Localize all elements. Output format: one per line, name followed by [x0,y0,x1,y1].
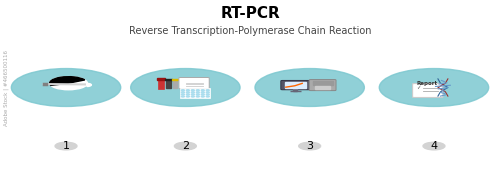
Circle shape [380,69,488,106]
Wedge shape [50,77,85,85]
Circle shape [50,77,88,90]
Circle shape [182,94,184,95]
Bar [416,90,420,92]
Text: RT-PCR: RT-PCR [220,6,280,21]
FancyBboxPatch shape [281,80,310,90]
Bar [314,86,330,89]
Text: 3: 3 [306,141,313,151]
Bar [312,82,332,85]
Circle shape [186,96,190,97]
Bar [294,89,297,91]
Bar [290,91,300,92]
Circle shape [196,94,200,95]
FancyBboxPatch shape [309,80,336,91]
Bar [158,80,164,89]
Circle shape [174,142,197,150]
Circle shape [196,96,200,97]
Circle shape [192,96,194,97]
Circle shape [206,90,209,91]
Circle shape [192,92,194,93]
Text: ✓: ✓ [416,85,421,90]
Circle shape [186,92,190,93]
Text: Report: Report [417,81,438,86]
Circle shape [298,142,320,150]
Circle shape [255,69,364,106]
Circle shape [202,94,204,95]
Bar [166,79,172,80]
Circle shape [186,94,190,95]
Circle shape [202,96,204,97]
Bar [166,80,171,88]
Bar [285,82,306,88]
Circle shape [12,69,120,106]
Circle shape [55,142,77,150]
Circle shape [182,96,184,97]
Bar [180,88,210,98]
Circle shape [182,90,184,91]
Bar [157,78,165,80]
Text: 4: 4 [430,141,438,151]
Text: Adobe Stock | #466500116: Adobe Stock | #466500116 [4,50,9,125]
Text: 2: 2 [182,141,189,151]
Circle shape [196,92,200,93]
Text: Reverse Transcription-Polymerase Chain Reaction: Reverse Transcription-Polymerase Chain R… [129,26,371,36]
Circle shape [182,92,184,93]
Bar [172,79,178,80]
Circle shape [196,90,200,91]
Circle shape [202,92,204,93]
FancyBboxPatch shape [179,78,209,89]
Circle shape [423,142,445,150]
Circle shape [192,94,194,95]
Text: 1: 1 [62,141,70,151]
Wedge shape [87,83,92,86]
Circle shape [206,92,209,93]
Circle shape [186,90,190,91]
Bar [416,88,420,89]
Circle shape [192,90,194,91]
Bar [173,80,178,88]
Circle shape [130,69,240,106]
FancyBboxPatch shape [412,83,443,97]
Circle shape [206,94,209,95]
Circle shape [206,96,209,97]
Circle shape [202,90,204,91]
